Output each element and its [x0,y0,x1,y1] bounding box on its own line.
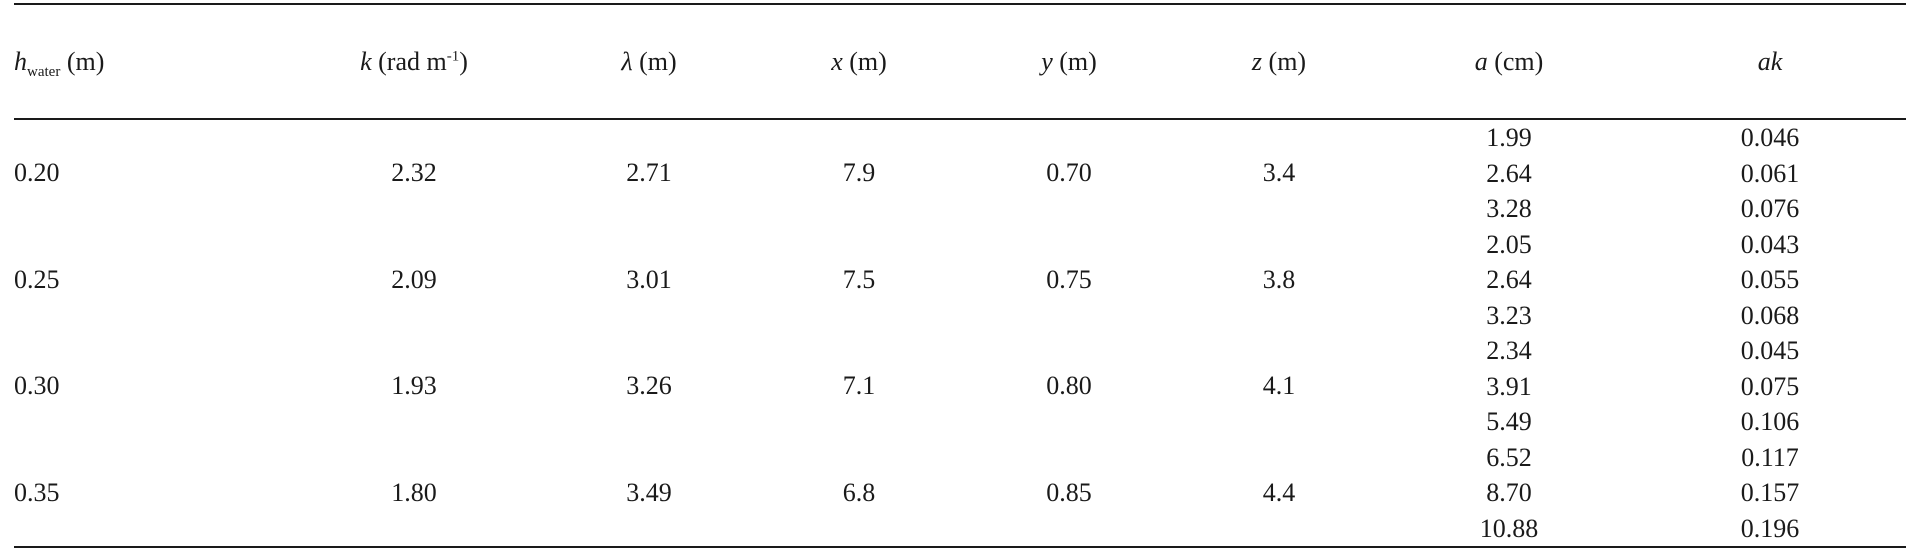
cell-a-value: 8.70 [1486,478,1532,507]
cell-h-water: 0.30 [14,371,60,401]
cell-y: 0.80 [1046,371,1092,401]
cell-k: 1.80 [284,439,544,548]
header-k-superscript: -1 [446,47,460,64]
wave-parameters-table: hwater (m) k (rad m-1) λ (m) x (m) y ( [14,3,1906,548]
header-k: k (rad m-1) [284,3,544,120]
header-x: x (m) [754,3,964,120]
header-z-symbol: z [1251,46,1263,76]
cell-lambda: 3.01 [626,264,672,294]
cell-ak-stack: 0.046 0.061 0.076 [1634,119,1906,227]
cell-a-stack: 2.05 2.64 3.23 [1384,227,1634,334]
cell-a-value: 2.64 [1486,265,1532,294]
header-x-symbol: x [831,46,843,76]
cell-ak-value: 0.075 [1740,371,1800,401]
cell-ak-value: 0.061 [1740,158,1800,188]
cell-lambda: 3.26 [626,371,672,401]
cell-k: 1.93 [391,371,437,401]
header-y: y (m) [964,3,1174,120]
header-y-unit: (m) [1059,46,1097,76]
cell-a-value: 2.05 [1486,229,1532,259]
header-lambda-symbol: λ [621,46,633,76]
cell-lambda: 2.71 [626,158,672,188]
cell-h-water: 0.35 [14,439,284,548]
cell-a-value: 2.34 [1486,336,1532,365]
cell-k: 2.09 [391,264,437,294]
cell-x: 7.1 [842,371,876,401]
cell-a-value: 3.23 [1486,300,1532,330]
cell-ak-value: 0.076 [1740,194,1800,223]
cell-z: 3.8 [1262,264,1296,294]
header-a-unit: (cm) [1494,46,1544,76]
cell-ak-stack: 0.045 0.075 0.106 [1634,333,1906,440]
data-table-container: hwater (m) k (rad m-1) λ (m) x (m) y ( [14,3,1906,548]
header-h-water: hwater (m) [14,3,284,120]
cell-ak-value: 0.196 [1740,513,1800,543]
cell-ak-stack: 0.117 0.157 0.196 [1634,439,1906,548]
cell-a-stack: 6.52 8.70 10.88 [1384,439,1634,548]
cell-ak-value: 0.117 [1741,442,1799,472]
cell-a-value: 5.49 [1486,407,1532,436]
cell-a-value: 3.28 [1486,194,1532,223]
cell-y: 0.85 [964,439,1174,548]
header-h-water-unit: (m) [66,46,105,76]
cell-y: 0.75 [1046,264,1092,294]
cell-a-value: 6.52 [1486,442,1532,472]
table-row: 0.30 1.93 3.26 7.1 0.80 4.1 2.34 3.91 5.… [14,333,1906,440]
header-k-symbol: k [360,46,372,76]
cell-ak-value: 0.106 [1740,407,1800,436]
header-k-unit-pre: (rad m [378,46,447,76]
cell-a-stack: 1.99 2.64 3.28 [1384,119,1634,227]
cell-a-value: 1.99 [1486,123,1532,152]
cell-ak-stack: 0.043 0.055 0.068 [1634,227,1906,334]
cell-x: 7.9 [842,158,876,188]
cell-ak-value: 0.045 [1740,336,1800,365]
cell-a-value: 10.88 [1479,513,1539,543]
cell-a-value: 3.91 [1486,371,1532,401]
cell-y: 0.70 [1046,158,1092,188]
header-h-water-symbol: h [14,46,27,76]
header-row: hwater (m) k (rad m-1) λ (m) x (m) y ( [14,3,1906,120]
table-body: 0.20 2.32 2.71 7.9 0.70 3.4 1.99 2.64 3.… [14,119,1906,548]
cell-ak-value: 0.043 [1740,229,1800,259]
cell-ak-value: 0.046 [1740,123,1800,152]
cell-x: 7.5 [842,264,876,294]
table-row: 0.20 2.32 2.71 7.9 0.70 3.4 1.99 2.64 3.… [14,119,1906,227]
header-h-water-subscript: water [27,63,61,80]
cell-ak-value: 0.068 [1740,300,1800,330]
cell-h-water: 0.25 [14,264,60,294]
header-z-unit: (m) [1268,46,1307,76]
header-ak-symbol: ak [1757,46,1783,76]
header-lambda-unit: (m) [639,46,677,76]
cell-a-value: 2.64 [1486,158,1532,188]
cell-x: 6.8 [754,439,964,548]
cell-h-water: 0.20 [14,158,60,188]
header-y-symbol: y [1041,46,1053,76]
cell-lambda: 3.49 [544,439,754,548]
table-row: 0.35 1.80 3.49 6.8 0.85 4.4 6.52 8.70 10… [14,439,1906,548]
table-header: hwater (m) k (rad m-1) λ (m) x (m) y ( [14,3,1906,120]
cell-z: 4.1 [1262,371,1296,401]
header-ak: ak [1634,3,1906,120]
header-k-unit-post: ) [459,46,468,76]
cell-a-stack: 2.34 3.91 5.49 [1384,333,1634,440]
cell-ak-value: 0.055 [1740,265,1800,294]
cell-ak-value: 0.157 [1740,478,1800,507]
header-a-symbol: a [1474,46,1488,76]
cell-k: 2.32 [391,158,437,188]
cell-z: 3.4 [1262,158,1296,188]
header-x-unit: (m) [849,46,887,76]
header-z: z (m) [1174,3,1384,120]
cell-z: 4.4 [1174,439,1384,548]
header-lambda: λ (m) [544,3,754,120]
header-a: a (cm) [1384,3,1634,120]
table-row: 0.25 2.09 3.01 7.5 0.75 3.8 2.05 2.64 3.… [14,227,1906,334]
